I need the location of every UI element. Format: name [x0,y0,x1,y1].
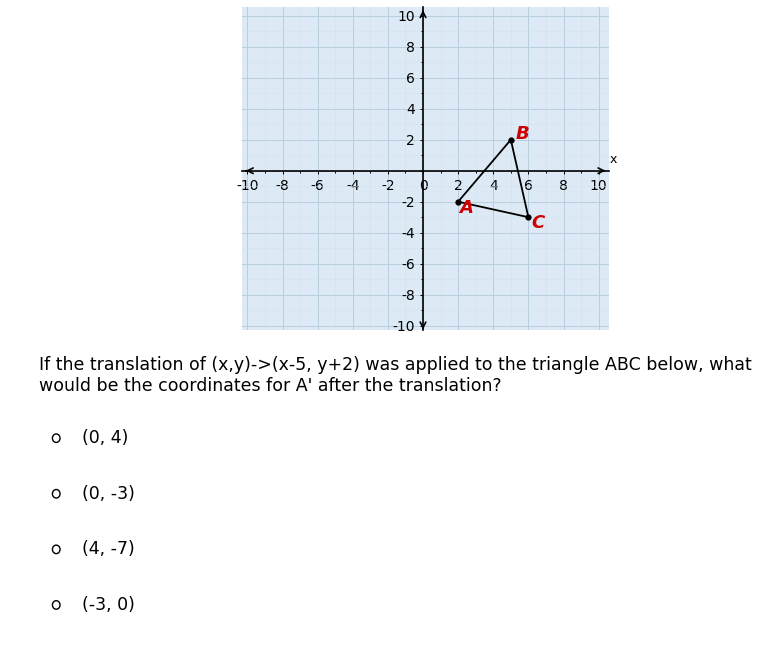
Text: (4, -7): (4, -7) [82,540,135,559]
Text: (0, 4): (0, 4) [82,429,128,447]
Text: x: x [609,153,616,166]
Text: (-3, 0): (-3, 0) [82,596,135,614]
Text: (0, -3): (0, -3) [82,485,135,503]
Text: If the translation of (x,y)->(x-5, y+2) was applied to the triangle ABC below, w: If the translation of (x,y)->(x-5, y+2) … [39,356,752,395]
Text: A: A [459,199,473,216]
Text: B: B [515,125,529,143]
Text: C: C [531,214,544,232]
